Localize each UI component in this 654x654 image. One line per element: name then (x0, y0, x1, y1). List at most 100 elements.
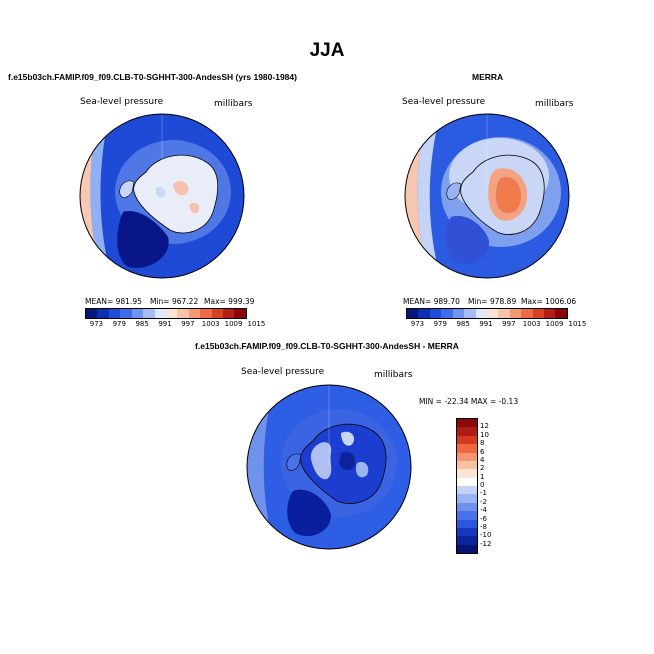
colorbar-swatch (429, 309, 442, 318)
panel2-pocket (446, 215, 490, 264)
colorbar-tick-label: 6 (480, 447, 485, 456)
colorbar-swatch (457, 511, 477, 520)
colorbar-swatch (177, 309, 189, 318)
panel2-mean: MEAN= 989.70 (403, 297, 460, 306)
colorbar-swatch (475, 309, 487, 318)
colorbar-swatch (457, 494, 477, 503)
colorbar-swatch (457, 527, 477, 537)
colorbar-tick-label: 1003 (201, 320, 220, 328)
colorbar-tick-label: -2 (480, 497, 487, 506)
colorbar-swatch (108, 309, 121, 318)
panel1-edge-inner-band (90, 114, 112, 278)
colorbar-swatch (154, 309, 166, 318)
panel3-minmax: MIN = -22.34 MAX = -0.13 (419, 397, 519, 406)
colorbar-swatch (457, 444, 477, 453)
colorbar-tick-label: -4 (480, 506, 487, 515)
colorbar-tick-label: 991 (158, 320, 172, 328)
panel3-colorbar (456, 418, 478, 554)
panel1-interior-3 (155, 186, 166, 198)
colorbar-swatch (457, 460, 477, 470)
colorbar-tick-label: 991 (479, 320, 493, 328)
colorbar-swatch (120, 309, 132, 318)
panel1-max: Max= 999.39 (204, 297, 255, 306)
colorbar-tick-label: 1015 (247, 320, 266, 328)
panel1-pocket (117, 211, 169, 268)
colorbar-swatch (457, 536, 477, 545)
panel2-colorbar-ticks: 973 979 985 991 997 1003 1009 1015 (406, 320, 587, 330)
panel3-light-1 (310, 442, 332, 480)
colorbar-swatch (407, 309, 419, 318)
panel1-units-label: millibars (214, 99, 253, 109)
panel1-continent (133, 154, 219, 234)
colorbar-tick-label: 973 (89, 320, 104, 328)
colorbar-swatch (457, 452, 477, 461)
panel1-colorbar-ticks: 973 979 985 991 997 1003 1009 1015 (85, 320, 266, 330)
colorbar-swatch (532, 309, 545, 318)
colorbar-swatch (498, 309, 510, 318)
colorbar-tick-label: 1009 (545, 320, 564, 328)
colorbar-tick-label: -6 (480, 514, 487, 523)
colorbar-swatch (97, 309, 109, 318)
figure-title: JJA (309, 40, 345, 61)
panel1-interior-1 (173, 181, 189, 196)
colorbar-tick-label: -12 (480, 539, 492, 548)
panel1-min: Min= 967.22 (150, 297, 199, 306)
panel3-units-label: millibars (374, 370, 413, 380)
panel1-mean: MEAN= 981.95 (85, 297, 142, 306)
colorbar-tick-label: 979 (112, 320, 126, 328)
colorbar-swatch (544, 309, 556, 318)
colorbar-tick-label: 973 (410, 320, 425, 328)
colorbar-swatch (457, 544, 477, 553)
panel2-min: Min= 978.89 (468, 297, 517, 306)
colorbar-swatch (486, 309, 499, 318)
colorbar-tick-label: 985 (135, 320, 149, 328)
colorbar-swatch (188, 309, 201, 318)
colorbar-tick-label: 12 (480, 422, 489, 431)
colorbar-swatch (457, 469, 477, 478)
colorbar-swatch (457, 502, 477, 512)
colorbar-swatch (418, 309, 430, 318)
panel2-edge-inner-band (417, 114, 441, 278)
colorbar-swatch (234, 309, 246, 318)
panel1-title: f.e15b03ch.FAMIP.f09_f09.CLB-T0-SGHHT-30… (8, 72, 297, 82)
panel3-peninsula (286, 453, 302, 471)
colorbar-tick-label: 2 (480, 464, 485, 473)
panel1-interior-2 (189, 202, 200, 214)
colorbar-swatch (131, 309, 144, 318)
panel2-variable-label: Sea-level pressure (402, 97, 486, 107)
colorbar-tick-label: 979 (433, 320, 447, 328)
panel3-title: f.e15b03ch.FAMIP.f09_f09.CLB-T0-SGHHT-30… (195, 341, 459, 351)
colorbar-swatch (457, 419, 477, 428)
colorbar-swatch (457, 486, 477, 495)
colorbar-tick-label: -8 (480, 522, 487, 531)
colorbar-swatch (464, 309, 476, 318)
panel3-dark-core (339, 451, 356, 471)
panel2-colorbar (406, 308, 568, 319)
panel2-max: Max= 1006.06 (521, 297, 577, 306)
colorbar-swatch (457, 427, 477, 436)
panel2-peninsula (446, 182, 462, 200)
colorbar-tick-label: 1015 (568, 320, 587, 328)
colorbar-swatch (143, 309, 155, 318)
panel3-polar-map (246, 384, 412, 550)
colorbar-swatch (211, 309, 224, 318)
colorbar-tick-label: -10 (480, 531, 492, 540)
colorbar-swatch (509, 309, 522, 318)
colorbar-swatch (86, 309, 98, 318)
colorbar-tick-label: 8 (480, 439, 485, 448)
panel1-colorbar (85, 308, 247, 319)
colorbar-tick-label: 997 (181, 320, 195, 328)
colorbar-tick-label: 1003 (522, 320, 541, 328)
colorbar-tick-label: 1 (480, 472, 485, 481)
colorbar-tick-label: -1 (480, 489, 487, 498)
colorbar-swatch (457, 435, 477, 445)
colorbar-swatch (521, 309, 533, 318)
panel3-variable-label: Sea-level pressure (241, 367, 325, 377)
colorbar-swatch (452, 309, 465, 318)
colorbar-tick-label: 10 (480, 430, 489, 439)
colorbar-tick-label: 985 (456, 320, 470, 328)
colorbar-swatch (457, 477, 477, 486)
panel1-polar-map (79, 113, 245, 279)
colorbar-swatch (165, 309, 178, 318)
panel2-units-label: millibars (535, 99, 574, 109)
